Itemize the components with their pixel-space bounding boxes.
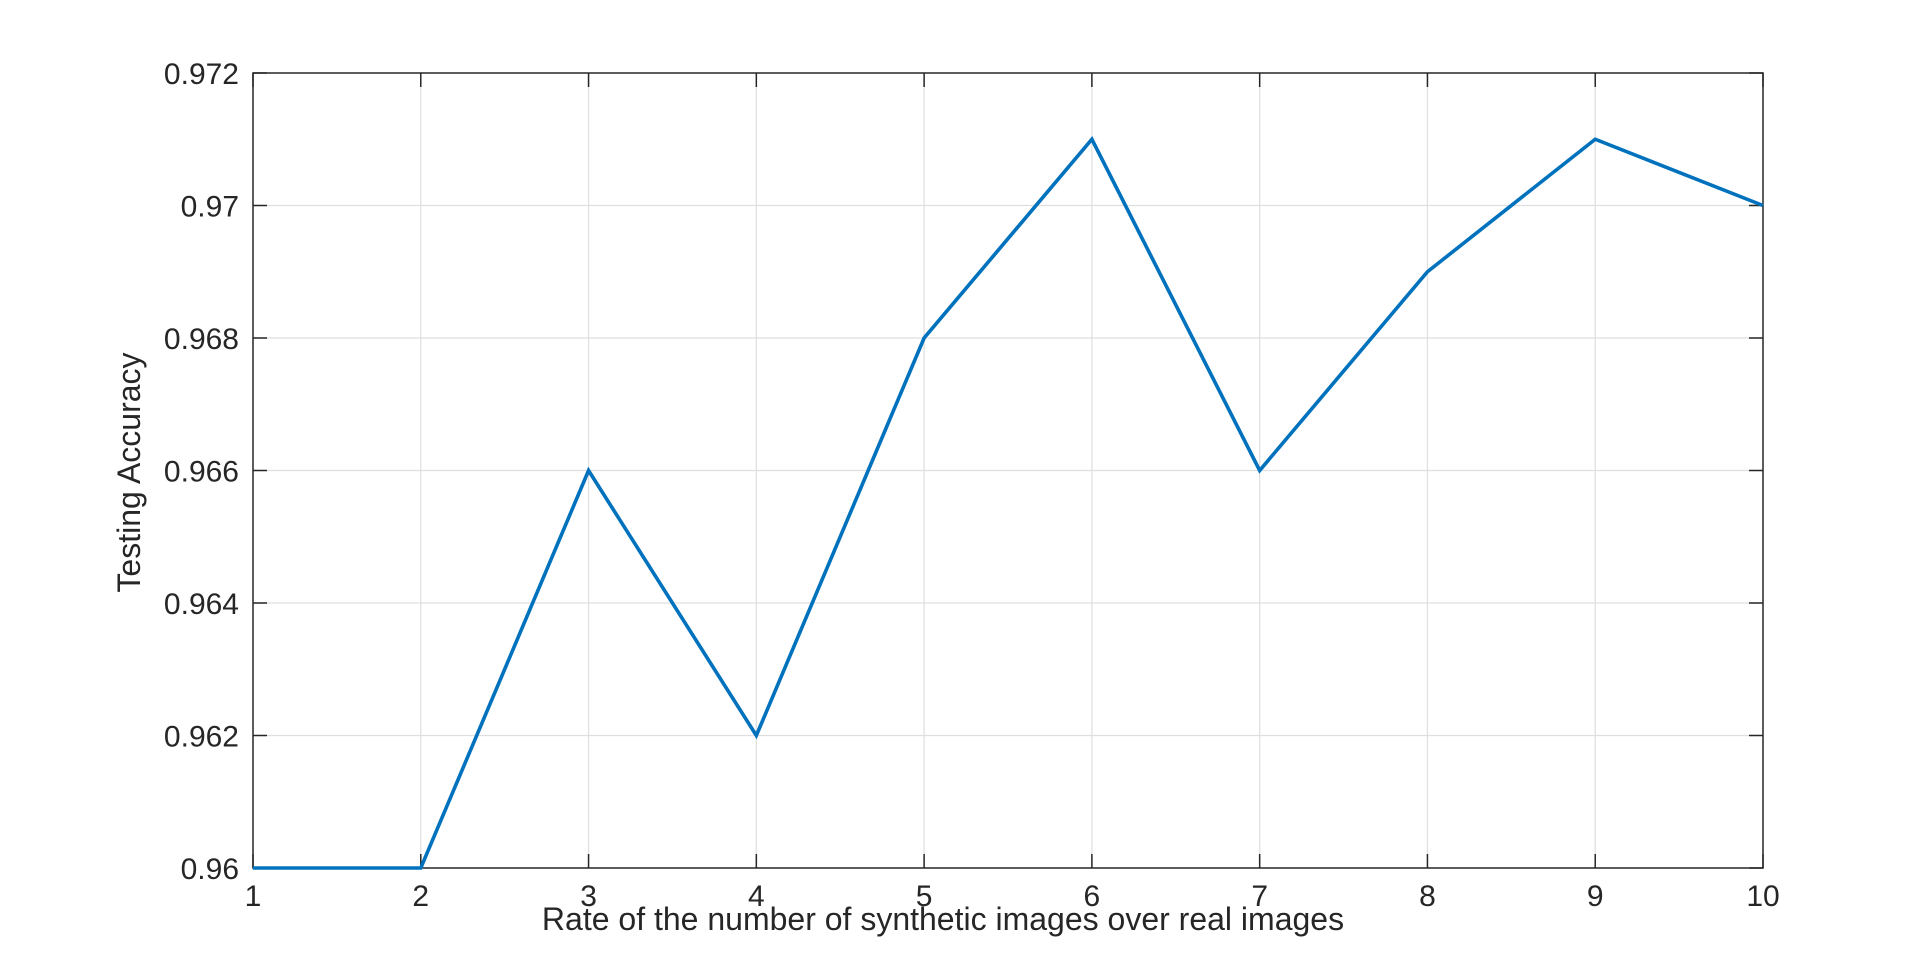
y-axis-title: Testing Accuracy <box>111 352 147 592</box>
data-point <box>419 866 423 870</box>
x-tick-label: 6 <box>1084 880 1101 913</box>
x-tick-label: 8 <box>1419 880 1436 913</box>
x-tick-label: 7 <box>1251 880 1268 913</box>
data-point <box>587 469 591 473</box>
data-point <box>1090 137 1094 141</box>
y-tick-label: 0.97 <box>181 191 239 224</box>
y-tick-label: 0.962 <box>164 721 239 754</box>
y-tick-label: 0.972 <box>164 58 239 91</box>
x-axis-title: Rate of the number of synthetic images o… <box>542 901 1344 937</box>
x-tick-label: 2 <box>412 880 429 913</box>
data-point <box>251 866 255 870</box>
grid-layer <box>253 73 1763 868</box>
y-tick-label: 0.96 <box>181 853 239 886</box>
x-tick-label: 9 <box>1587 880 1604 913</box>
x-tick-label: 5 <box>916 880 933 913</box>
x-tick-label: 10 <box>1746 880 1779 913</box>
label-layer: 1 2 3 4 5 6 7 8 9 10 0.96 0.962 0.964 0.966 0.968 0.97 0… <box>164 58 1780 913</box>
data-point <box>754 734 758 738</box>
data-point <box>1761 204 1765 208</box>
data-point <box>922 336 926 340</box>
series-line <box>253 136 1764 870</box>
data-point <box>1593 137 1597 141</box>
x-tick-label: 4 <box>748 880 765 913</box>
x-tick-label: 1 <box>245 880 262 913</box>
tick-layer <box>252 72 1764 869</box>
y-tick-label: 0.964 <box>164 588 239 621</box>
y-tick-label: 0.968 <box>164 323 239 356</box>
x-tick-label: 3 <box>580 880 597 913</box>
data-point <box>1258 469 1262 473</box>
y-tick-label: 0.966 <box>164 456 239 489</box>
series-layer <box>251 136 1765 870</box>
data-point <box>1425 270 1429 274</box>
